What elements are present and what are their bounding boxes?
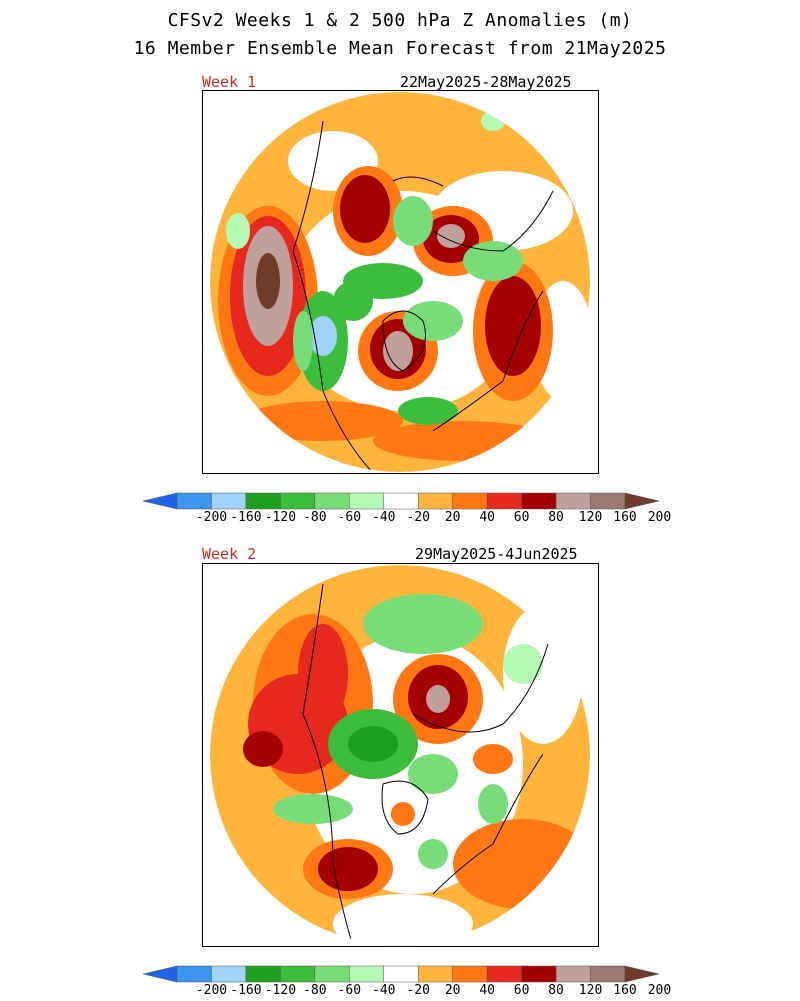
colorbar-swatch-min bbox=[142, 965, 178, 983]
colorbar-swatch bbox=[349, 492, 385, 510]
figure-subtitle: 16 Member Ensemble Mean Forecast from 21… bbox=[133, 38, 667, 59]
colorbar-swatch bbox=[417, 492, 453, 510]
panel-2-week-label: Week 2 bbox=[202, 545, 257, 563]
colorbar-tick-label: 80 bbox=[548, 510, 564, 525]
colorbar-tick-label: -20 bbox=[406, 510, 430, 525]
colorbar-tick-label: 160 bbox=[613, 510, 637, 525]
colorbar-swatch bbox=[383, 965, 419, 983]
colorbar-tick-label: -60 bbox=[337, 510, 362, 525]
colorbar-tick-label: -120 bbox=[264, 983, 297, 998]
panel-2-map bbox=[202, 563, 599, 947]
colorbar-swatch bbox=[280, 492, 316, 510]
panel-1-week-label: Week 1 bbox=[202, 73, 257, 91]
colorbar-swatch bbox=[521, 965, 557, 983]
colorbar-tick-label: -60 bbox=[337, 983, 362, 998]
colorbar-tick-label: -160 bbox=[230, 510, 262, 525]
colorbar-swatch bbox=[245, 965, 281, 983]
colorbar-swatch bbox=[314, 492, 350, 510]
colorbar-swatch bbox=[349, 965, 385, 983]
week1-anomaly-map bbox=[210, 92, 590, 472]
colorbar-tick-label: 200 bbox=[647, 510, 672, 525]
colorbar-swatch bbox=[555, 965, 591, 983]
colorbar-swatch bbox=[452, 492, 488, 510]
colorbar-2: -200 -160 -120 -80 -60 -40 -20 20 40 60 80 120 160 20… bbox=[142, 965, 671, 1001]
colorbar-1-swatches bbox=[142, 492, 660, 510]
colorbar-tick-label: -200 bbox=[195, 983, 228, 998]
colorbar-2-swatches bbox=[142, 965, 660, 983]
week2-anomaly-map bbox=[210, 565, 590, 945]
colorbar-tick-label: 20 bbox=[444, 983, 461, 998]
colorbar-tick-label: 120 bbox=[578, 983, 603, 998]
colorbar-tick-label: 60 bbox=[513, 983, 530, 998]
colorbar-tick-label: 40 bbox=[479, 510, 495, 525]
colorbar-swatch-max bbox=[624, 492, 660, 510]
panel-1-map bbox=[202, 90, 599, 474]
colorbar-tick-label: -20 bbox=[406, 983, 430, 998]
colorbar-tick-label: -160 bbox=[230, 983, 262, 998]
colorbar-tick-label: -80 bbox=[303, 983, 327, 998]
colorbar-swatch bbox=[521, 492, 557, 510]
panel-2-date-range: 29May2025-4Jun2025 bbox=[415, 545, 578, 563]
colorbar-tick-label: -200 bbox=[195, 510, 228, 525]
colorbar-1: -200 -160 -120 -80 -60 -40 -20 20 40 60 80 120 160 20… bbox=[142, 492, 671, 528]
colorbar-tick-label: 160 bbox=[613, 983, 637, 998]
colorbar-swatch bbox=[486, 492, 522, 510]
colorbar-swatch bbox=[211, 492, 247, 510]
colorbar-tick-label: -40 bbox=[372, 510, 396, 525]
colorbar-tick-label: 60 bbox=[513, 510, 530, 525]
colorbar-swatch-max bbox=[624, 965, 660, 983]
colorbar-tick-label: -80 bbox=[303, 510, 327, 525]
colorbar-tick-label: 40 bbox=[479, 983, 495, 998]
colorbar-tick-label: 20 bbox=[444, 510, 461, 525]
colorbar-swatch bbox=[314, 965, 350, 983]
colorbar-swatch-min bbox=[142, 492, 178, 510]
colorbar-swatch bbox=[176, 492, 212, 510]
colorbar-swatch bbox=[383, 492, 419, 510]
colorbar-tick-label: -120 bbox=[264, 510, 297, 525]
colorbar-swatch bbox=[280, 965, 316, 983]
figure-title: CFSv2 Weeks 1 & 2 500 hPa Z Anomalies (m… bbox=[167, 10, 633, 31]
colorbar-tick-label: 200 bbox=[647, 983, 672, 998]
colorbar-swatch bbox=[245, 492, 281, 510]
colorbar-tick-label: 80 bbox=[548, 983, 564, 998]
colorbar-swatch bbox=[417, 965, 453, 983]
colorbar-tick-label: -40 bbox=[372, 983, 396, 998]
colorbar-swatch bbox=[590, 492, 626, 510]
colorbar-swatch bbox=[211, 965, 247, 983]
colorbar-swatch bbox=[176, 965, 212, 983]
colorbar-swatch bbox=[486, 965, 522, 983]
panel-1-date-range: 22May2025-28May2025 bbox=[400, 73, 572, 91]
colorbar-swatch bbox=[555, 492, 591, 510]
colorbar-swatch bbox=[452, 965, 488, 983]
colorbar-swatch bbox=[590, 965, 626, 983]
colorbar-tick-label: 120 bbox=[578, 510, 603, 525]
